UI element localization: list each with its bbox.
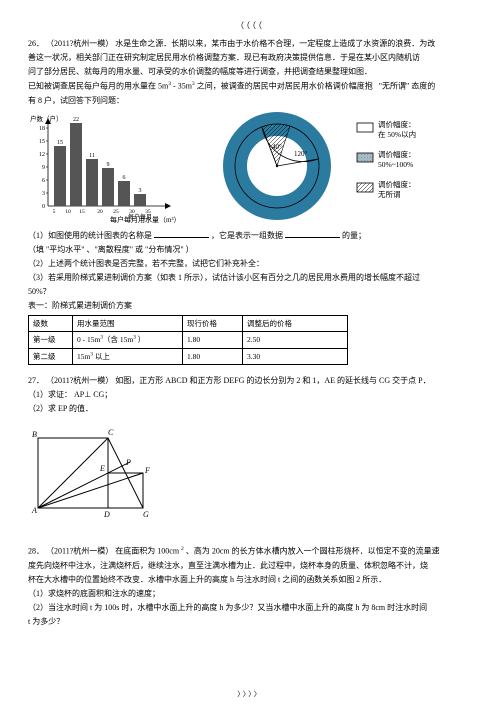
th-level: 级数 — [29, 316, 73, 332]
q26-s1a: （1）如图使用的统计图表的名称是 — [28, 231, 152, 240]
q26-t4d: 之间，被调查的居民中对居民用水价格调价幅度抱 — [197, 82, 373, 91]
q26-line2: 善这一状况，相关部门正在研究制定居民用水价格调整方案．现已有政府决策提供信息．于… — [28, 52, 472, 64]
svg-text:户数（户）: 户数（户） — [30, 114, 63, 123]
q26-source: （2011?杭州一模） — [46, 39, 113, 48]
svg-text:调价幅度：: 调价幅度： — [378, 149, 416, 159]
q26-t4a: 已知被调查居民每户每月的用水量在 — [28, 82, 156, 91]
cell-r1c3: 1.80 — [183, 332, 243, 348]
svg-text:6: 6 — [42, 178, 45, 184]
label-D: D — [103, 510, 110, 519]
svg-text:40°: 40° — [272, 143, 282, 151]
q26-s1c: 的量； — [342, 231, 366, 240]
bar-chart: 0 3 6 9 12 15 18 15 22 11 9 6 3 5 10 — [28, 111, 178, 221]
q27-s2: （2）求 EP 的值． — [28, 403, 472, 415]
page-header: （（（（ — [28, 20, 472, 32]
q28-line3: 杯在大水槽中的位置始终不改变．水槽中水面上升的高度 h 与注水时间 t 之间的函… — [28, 574, 472, 586]
svg-text:15: 15 — [57, 140, 63, 146]
svg-text:10: 10 — [65, 209, 71, 215]
cell-r1c1: 第一级 — [29, 332, 73, 348]
q26-sub1: （1）如图使用的统计图表的名称是 ，它是表示一组数据 的量； — [28, 229, 472, 242]
svg-text:5: 5 — [53, 209, 56, 215]
label-F: F — [144, 466, 150, 475]
q26-t4b: 5m — [158, 82, 168, 91]
q28-num: 28． — [28, 547, 44, 556]
svg-text:15: 15 — [79, 209, 85, 215]
blank-2 — [285, 229, 340, 238]
svg-text:12: 12 — [39, 152, 45, 158]
blank-1 — [154, 229, 209, 238]
q26-charts: 0 3 6 9 12 15 18 15 22 11 9 6 3 5 10 — [28, 111, 472, 221]
q26-t4e: "无所谓" 态度的 — [379, 82, 436, 91]
cell-r2c1: 第二级 — [29, 348, 73, 364]
q26-s2: （2）上述两个统计图表是否完整，若不完整，试把它们补充补全： — [28, 258, 472, 270]
svg-text:15: 15 — [39, 139, 45, 145]
page-footer: 〉〉〉〉 — [0, 689, 500, 700]
q28-line2: 度先向烧杯中注水，注满烧杯后，继续注水，直至注满水槽为止．此过程中，烧杯本身的质… — [28, 560, 472, 572]
svg-text:18: 18 — [39, 126, 45, 132]
th-range: 用水量范围 — [73, 316, 183, 332]
label-G: G — [143, 510, 149, 519]
th-adjusted: 调整后的价格 — [243, 316, 348, 332]
svg-text:120°: 120° — [294, 150, 308, 158]
svg-text:调价幅度：: 调价幅度： — [378, 179, 416, 189]
q28-t1a: 在底面积为 100cm — [115, 547, 179, 556]
svg-text:在 50%以内: 在 50%以内 — [378, 129, 416, 139]
q26-s1b: ，它是表示一组数据 — [211, 231, 283, 240]
cell-r1c4: 2.50 — [243, 332, 348, 348]
q28-s1: （1）求烧杯的底面积和注水的速度； — [28, 588, 472, 600]
svg-text:3: 3 — [42, 191, 45, 197]
pie-chart: 40° 120° 调价幅度： 在 50%以内 调价幅度： 50%~100% 调价… — [222, 111, 472, 221]
sup-2: 2 — [181, 546, 184, 552]
svg-text:11: 11 — [89, 153, 95, 159]
q26-line5: 有 8 户，试回答下列问题： — [28, 95, 472, 107]
q27-t1: 如图，正方形 ABCD 和正方形 DEFG 的边长分别为 2 和 1，AE 的延… — [115, 376, 430, 385]
svg-text:0: 0 — [42, 204, 45, 210]
q26-line1: 26． （2011?杭州一模） 水是生命之源．长期以来，某市由于水价格不合理，一… — [28, 38, 472, 50]
q26-s1d: （填 "平均水平" 、"离散程度" 或 "分布情况" ） — [28, 244, 472, 256]
q28-s2b: t 为多少？ — [28, 616, 472, 628]
cell-r2c4: 3.30 — [243, 348, 348, 364]
label-C: C — [108, 428, 114, 437]
cell-r2c3: 1.80 — [183, 348, 243, 364]
price-table: 级数 用水量范围 现行价格 调整后的价格 第一级 0 - 15m3（含 15m3… — [28, 315, 348, 365]
q26-s3a: （3）若采用阶梯式累进制调价方案（如表 1 所示），试估计该小区有百分之几的居民… — [28, 272, 472, 284]
svg-text:9: 9 — [107, 162, 110, 168]
svg-text:6: 6 — [123, 175, 126, 181]
svg-text:3: 3 — [139, 188, 142, 194]
svg-text:22: 22 — [73, 117, 79, 123]
svg-text:20: 20 — [97, 209, 103, 215]
q26-t4c: - 35m — [173, 82, 192, 91]
label-A: A — [31, 506, 37, 515]
svg-text:50%~100%: 50%~100% — [378, 160, 413, 169]
svg-text:25: 25 — [113, 209, 119, 215]
q27-num: 27． — [28, 376, 44, 385]
q28-line1: 28． （2011?杭州一模） 在底面积为 100cm 2 、高为 20cm 的… — [28, 545, 472, 558]
label-E: E — [99, 464, 105, 473]
q28-source: （2011?杭州一模） — [46, 547, 113, 556]
svg-text:调价幅度：: 调价幅度： — [378, 119, 416, 129]
svg-text:9: 9 — [42, 165, 45, 171]
q26-t1: 水是生命之源．长期以来，某市由于水价格不合理，一定程度上造成了水资源的浪费．为改 — [115, 39, 435, 48]
label-B: B — [32, 430, 37, 439]
q26-line3: 问了部分居民、就每月的用水量、可承受的水价调整的幅度等进行调查，并把调查结果整理… — [28, 66, 472, 78]
label-P: P — [125, 458, 131, 467]
q27-figure: A B C D E F G P — [28, 423, 178, 523]
q27-source: （2011?杭州一模） — [46, 376, 113, 385]
svg-text:无所谓: 无所谓 — [378, 189, 401, 199]
q28-s2a: （2）当注水时间 t 为 100s 时，水槽中水面上升的高度 h 为多少？又当水… — [28, 602, 472, 614]
q26-tabletitle: 表一：阶梯式累进制调价方案 — [28, 300, 472, 312]
q26-num: 26． — [28, 39, 44, 48]
q26-s3b: 50%？ — [28, 286, 472, 298]
q26-line4: 已知被调查居民每户每月的用水量在 5m3 - 35m3 之间，被调查的居民中对居… — [28, 80, 472, 93]
cell-r1c2: 0 - 15m3（含 15m3 ） — [73, 332, 183, 348]
q27-line1: 27． （2011?杭州一模） 如图，正方形 ABCD 和正方形 DEFG 的边… — [28, 375, 472, 387]
q27-s1: （1）求证： AP⊥ CG； — [28, 389, 472, 401]
q28-t1b: 、高为 20cm 的长方体水槽内放入一个圆柱形烧杯．以恒定不变的流量速 — [186, 547, 440, 556]
cell-r2c2: 15m3 以上 — [73, 348, 183, 364]
th-current: 现行价格 — [183, 316, 243, 332]
